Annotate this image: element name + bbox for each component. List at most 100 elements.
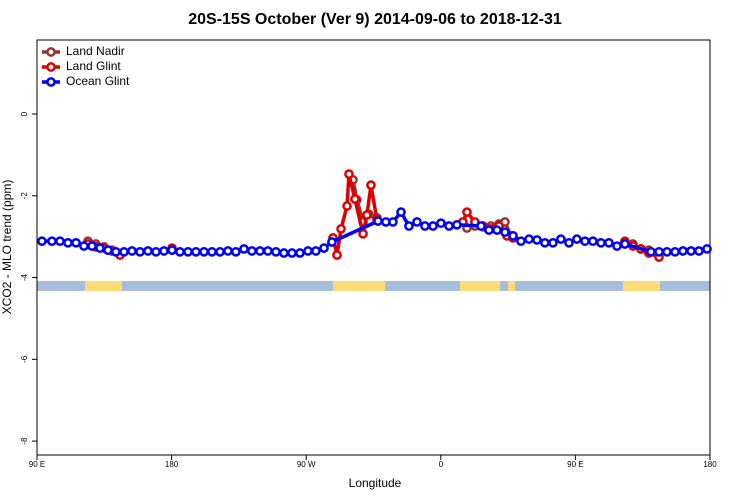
data-point xyxy=(484,225,494,235)
x-axis-label: Longitude xyxy=(349,476,402,490)
data-point xyxy=(548,237,558,248)
legend-marker xyxy=(46,77,56,87)
data-point xyxy=(319,243,329,253)
data-point xyxy=(215,246,225,257)
data-point xyxy=(95,243,105,253)
data-point xyxy=(344,169,354,179)
data-point xyxy=(79,241,89,251)
land-band xyxy=(333,281,385,291)
x-tick-label: 180 xyxy=(165,460,179,469)
data-point xyxy=(476,221,486,231)
data-point xyxy=(492,225,502,235)
data-point xyxy=(143,246,153,256)
data-point xyxy=(279,248,289,258)
data-point xyxy=(191,246,201,257)
data-point xyxy=(556,234,566,244)
surface-band xyxy=(37,281,710,291)
data-point xyxy=(388,217,398,227)
data-point xyxy=(396,207,406,217)
data-point xyxy=(303,246,313,256)
data-point xyxy=(420,221,430,231)
data-point xyxy=(678,246,688,256)
data-point xyxy=(532,235,542,245)
x-tick-label: 180 xyxy=(703,460,717,469)
data-point xyxy=(103,245,113,256)
data-point xyxy=(342,201,352,211)
data-point xyxy=(111,246,121,257)
legend-marker xyxy=(46,62,56,72)
data-point xyxy=(508,230,518,241)
data-point xyxy=(327,237,337,247)
data-point xyxy=(444,221,454,231)
data-point xyxy=(540,237,550,248)
data-point xyxy=(670,246,680,257)
data-point xyxy=(71,237,81,248)
data-point xyxy=(702,244,712,254)
data-point xyxy=(516,236,526,247)
land-band xyxy=(623,281,660,291)
legend-label: Land Nadir xyxy=(66,44,125,58)
data-point xyxy=(452,219,462,230)
data-point xyxy=(63,237,73,248)
data-point xyxy=(694,246,704,256)
data-point xyxy=(588,236,598,247)
data-point xyxy=(596,237,606,248)
data-point xyxy=(207,246,217,257)
data-point xyxy=(223,246,233,256)
data-point xyxy=(620,239,630,249)
data-point xyxy=(151,246,161,257)
data-point xyxy=(37,236,47,247)
land-band xyxy=(85,281,122,291)
x-tick-label: 90 E xyxy=(29,460,45,469)
data-point xyxy=(336,224,346,234)
data-point xyxy=(500,227,510,238)
data-point xyxy=(199,246,209,257)
legend-label: Land Glint xyxy=(66,59,121,73)
data-point xyxy=(247,246,257,256)
data-point xyxy=(263,246,273,256)
data-point xyxy=(662,246,672,257)
data-point xyxy=(47,236,57,247)
data-point xyxy=(159,246,169,256)
data-point xyxy=(604,237,614,248)
data-point xyxy=(167,245,177,256)
data-point xyxy=(436,218,446,229)
data-point xyxy=(366,180,376,190)
data-point xyxy=(428,221,438,231)
chart-title: 20S-15S October (Ver 9) 2014-09-06 to 20… xyxy=(188,11,562,28)
data-point xyxy=(295,248,305,258)
data-point xyxy=(373,216,383,226)
data-point xyxy=(686,246,696,256)
data-point xyxy=(127,246,137,256)
data-point xyxy=(135,246,145,257)
data-point xyxy=(287,248,297,258)
data-point xyxy=(311,246,321,256)
data-point xyxy=(87,241,97,251)
x-tick-label: 0 xyxy=(439,460,444,469)
data-point xyxy=(462,207,472,217)
y-axis-label: XCO2 - MLO trend (ppm) xyxy=(0,180,14,315)
y-tick-label: -8 xyxy=(20,437,29,445)
data-point xyxy=(612,241,622,251)
y-tick-label: -6 xyxy=(20,355,29,363)
data-point xyxy=(404,221,414,231)
x-tick-label: 90 E xyxy=(567,460,583,469)
data-point xyxy=(654,246,664,257)
y-tick-label: 0 xyxy=(20,111,29,116)
data-point xyxy=(564,237,574,248)
data-point xyxy=(362,210,372,220)
land-band xyxy=(508,281,515,291)
data-point xyxy=(231,246,241,257)
y-tick-label: -4 xyxy=(20,273,29,281)
data-point xyxy=(332,250,342,260)
legend-label: Ocean Glint xyxy=(66,74,130,88)
data-point xyxy=(350,194,360,204)
data-point xyxy=(183,246,193,257)
data-point xyxy=(119,246,129,257)
y-tick-label: -2 xyxy=(20,192,29,200)
data-point xyxy=(580,236,590,247)
data-point xyxy=(175,246,185,257)
